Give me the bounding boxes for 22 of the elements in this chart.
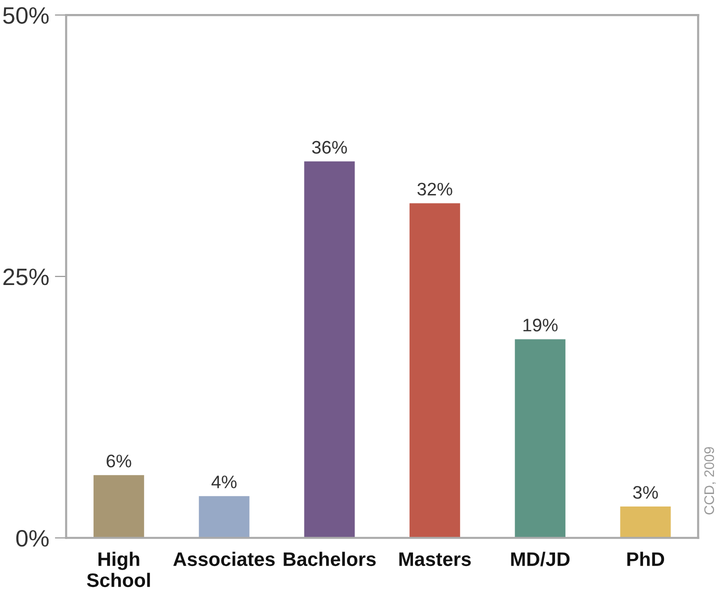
bar xyxy=(94,475,144,538)
y-tick-label: 0% xyxy=(16,530,49,547)
x-tick-label: MD/JD xyxy=(511,552,570,566)
bar xyxy=(304,161,355,538)
text: CCD, 2009 xyxy=(704,447,716,514)
x-tick-label: PhD xyxy=(627,552,664,566)
y-tick-label: 50% xyxy=(3,7,49,24)
bar xyxy=(198,496,250,538)
data-label: 19% xyxy=(523,318,558,332)
data-label: 4% xyxy=(212,476,237,488)
bar xyxy=(514,339,566,538)
x-tick-label: Bachelors xyxy=(284,552,376,566)
x-tick-label: High School xyxy=(86,552,150,588)
y-tick-label: 25% xyxy=(3,268,49,286)
x-tick-label: Masters xyxy=(399,552,471,566)
bar xyxy=(410,203,460,538)
x-tick-label: Associates xyxy=(173,552,275,566)
data-label: 36% xyxy=(312,140,347,154)
bar xyxy=(620,506,671,538)
data-label: 6% xyxy=(106,454,132,468)
data-label: 32% xyxy=(417,182,452,196)
data-label: 3% xyxy=(633,486,658,499)
